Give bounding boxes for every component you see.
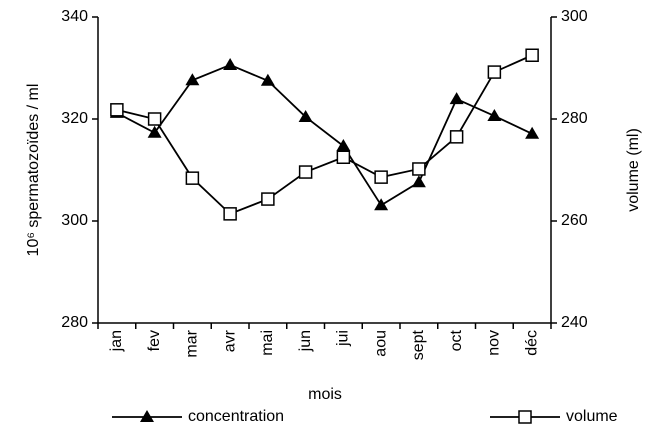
series-line (116, 63, 533, 207)
data-point (487, 65, 502, 79)
data-point (336, 139, 351, 152)
y2-tick-label: 300 (561, 8, 588, 25)
x-tick-label: sept (410, 329, 427, 360)
data-point (298, 165, 313, 179)
series-line (116, 54, 533, 215)
data-point (525, 48, 539, 62)
y2-axis-label: volume (ml) (625, 128, 642, 212)
x-tick-label: oct (448, 329, 465, 351)
data-point (374, 198, 389, 211)
x-tick-label: mar (184, 329, 201, 357)
legend-marker (518, 410, 532, 424)
x-tick-label: déc (523, 330, 540, 356)
x-tick-label: fev (146, 330, 163, 351)
data-point (223, 207, 237, 221)
data-point (487, 108, 502, 121)
data-point (185, 73, 200, 86)
y-tick-label: 320 (61, 110, 88, 127)
y-tick-label: 280 (61, 314, 88, 331)
data-point (110, 103, 124, 117)
y-axis-label: 10⁶ spermatozoïdes / ml (25, 84, 42, 257)
data-point (147, 125, 162, 138)
data-point (449, 92, 464, 105)
x-tick-label: nov (486, 330, 503, 356)
y2-tick-label: 280 (561, 110, 588, 127)
data-point (412, 162, 426, 176)
data-point (525, 126, 540, 139)
data-point (411, 175, 426, 188)
x-tick-label: aou (372, 330, 389, 357)
data-point (374, 170, 388, 184)
data-point (336, 150, 351, 164)
x-tick-label: jun (297, 330, 314, 352)
x-tick-label: jan (108, 330, 125, 352)
y-tick-label: 300 (61, 212, 88, 229)
data-point (449, 130, 464, 144)
y-tick-label: 340 (61, 8, 88, 25)
data-point (298, 109, 313, 122)
data-point (260, 73, 275, 86)
x-tick-label: avr (221, 329, 238, 352)
legend-marker (140, 410, 154, 422)
x-tick-label: jui (335, 330, 352, 347)
y2-tick-label: 240 (561, 314, 588, 331)
legend-label: concentration (188, 408, 284, 425)
x-tick-label: mai (259, 330, 276, 356)
data-point (185, 171, 200, 185)
x-axis-label: mois (308, 386, 342, 403)
y2-tick-label: 260 (561, 212, 588, 229)
legend-label: volume (566, 408, 618, 425)
data-point (147, 112, 162, 126)
data-point (223, 57, 238, 70)
data-point (261, 192, 275, 206)
